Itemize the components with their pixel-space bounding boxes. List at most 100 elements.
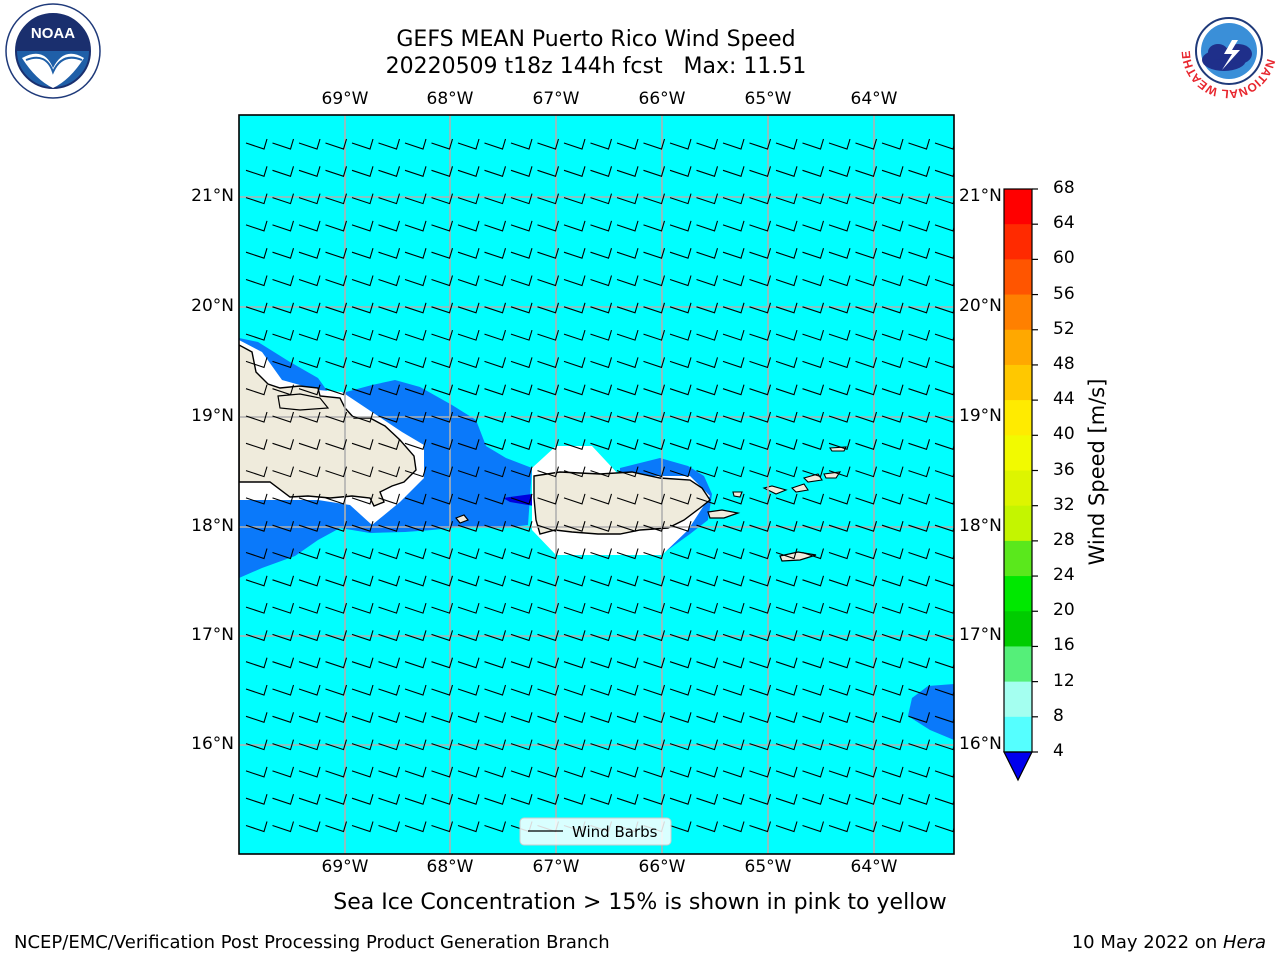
wind-barb xyxy=(351,138,374,150)
wind-barb xyxy=(590,329,613,341)
wind-barb xyxy=(590,493,613,505)
wind-barb xyxy=(696,766,719,778)
wind-barb xyxy=(245,548,268,560)
wind-barb xyxy=(775,739,798,751)
wind-barb xyxy=(431,794,454,805)
wind-barb xyxy=(669,138,692,150)
wind-barb xyxy=(749,575,772,587)
wind-barb xyxy=(643,493,666,505)
wind-barb xyxy=(404,220,427,232)
wind-barb xyxy=(749,794,772,805)
wind-barb xyxy=(510,684,533,696)
wind-barb xyxy=(696,166,719,178)
wind-barb xyxy=(590,275,613,287)
wind-barb xyxy=(245,712,268,724)
wind-barb xyxy=(272,275,295,287)
wind-barb xyxy=(616,384,639,396)
wind-barb xyxy=(669,602,692,614)
lat-label-left-19n: 19°N xyxy=(191,406,234,426)
wind-barb xyxy=(272,766,295,778)
wind-barb xyxy=(908,575,931,587)
nws-logo: NATIONAL WEATHER SERVICE xyxy=(1180,2,1278,100)
wind-barb xyxy=(749,684,772,696)
wind-barb xyxy=(828,575,851,587)
wind-barb xyxy=(881,166,904,178)
wind-barb xyxy=(378,657,401,669)
wind-barb xyxy=(245,657,268,669)
wind-barb xyxy=(775,602,798,614)
wind-barb xyxy=(855,166,878,178)
wind-barb xyxy=(643,684,666,696)
wind-barb xyxy=(934,197,954,205)
wind-barb xyxy=(722,411,745,423)
wind-barb xyxy=(325,630,348,642)
wind-barb xyxy=(298,821,321,833)
wind-barb xyxy=(775,439,798,451)
wind-barb xyxy=(828,275,851,287)
wind-barb xyxy=(855,766,878,778)
wind-barbs xyxy=(245,138,954,833)
wind-barb xyxy=(590,193,613,205)
wind-barb xyxy=(351,602,374,614)
wind-barb xyxy=(484,575,507,587)
footer-host: Hera xyxy=(1222,932,1266,953)
wind-barb xyxy=(934,442,954,451)
wind-barb xyxy=(298,794,321,805)
wind-barb xyxy=(272,684,295,696)
wind-barb xyxy=(643,548,666,560)
wind-barb xyxy=(881,657,904,669)
wind-barb xyxy=(325,411,348,423)
wind-barb xyxy=(722,357,745,369)
wind-barb xyxy=(431,739,454,751)
colorbar-segment xyxy=(1004,435,1032,471)
wind-barb xyxy=(669,384,692,396)
wind-barb xyxy=(537,575,560,587)
wind-barb xyxy=(298,439,321,451)
wind-barb xyxy=(378,521,401,532)
wind-barb xyxy=(431,248,454,259)
wind-barb xyxy=(828,302,851,314)
wind-barb xyxy=(378,248,401,259)
barb-legend-label: Wind Barbs xyxy=(572,823,658,841)
wind-barb xyxy=(908,439,931,451)
wind-barb xyxy=(351,739,374,751)
wind-barb xyxy=(643,657,666,669)
wind-barb xyxy=(696,466,719,478)
wind-barb xyxy=(590,384,613,396)
wind-barb xyxy=(484,766,507,778)
wind-barb xyxy=(749,411,772,423)
wind-barb xyxy=(643,739,666,751)
wind-barb xyxy=(563,248,586,259)
wind-barb xyxy=(378,766,401,778)
wind-barb xyxy=(272,466,295,478)
wind-barb xyxy=(298,384,321,396)
wind-barb xyxy=(325,766,348,778)
wind-barb xyxy=(431,712,454,724)
colorbar-tick-label: 56 xyxy=(1053,283,1075,304)
wind-barb xyxy=(802,602,825,614)
colorbar-segment xyxy=(1004,470,1032,507)
wind-barb xyxy=(855,384,878,396)
wind-barb xyxy=(272,493,295,505)
wind-barb xyxy=(775,329,798,341)
wind-barb xyxy=(537,220,560,232)
wind-barb xyxy=(616,220,639,232)
wind-barb xyxy=(669,220,692,232)
wind-barb xyxy=(351,657,374,669)
wind-barb xyxy=(934,797,954,805)
wind-barb xyxy=(802,329,825,341)
wind-barb xyxy=(325,602,348,614)
wind-barb xyxy=(457,739,480,751)
wind-barb xyxy=(722,138,745,150)
wind-barb xyxy=(563,357,586,369)
wind-barb xyxy=(722,630,745,642)
wind-barb xyxy=(802,248,825,259)
wind-barb xyxy=(722,248,745,259)
wind-barb xyxy=(881,521,904,532)
wind-barb xyxy=(643,766,666,778)
wind-barb xyxy=(802,548,825,560)
wind-barb xyxy=(404,766,427,778)
wind-barb xyxy=(563,739,586,751)
wind-barb xyxy=(722,220,745,232)
wind-barb xyxy=(351,384,374,396)
